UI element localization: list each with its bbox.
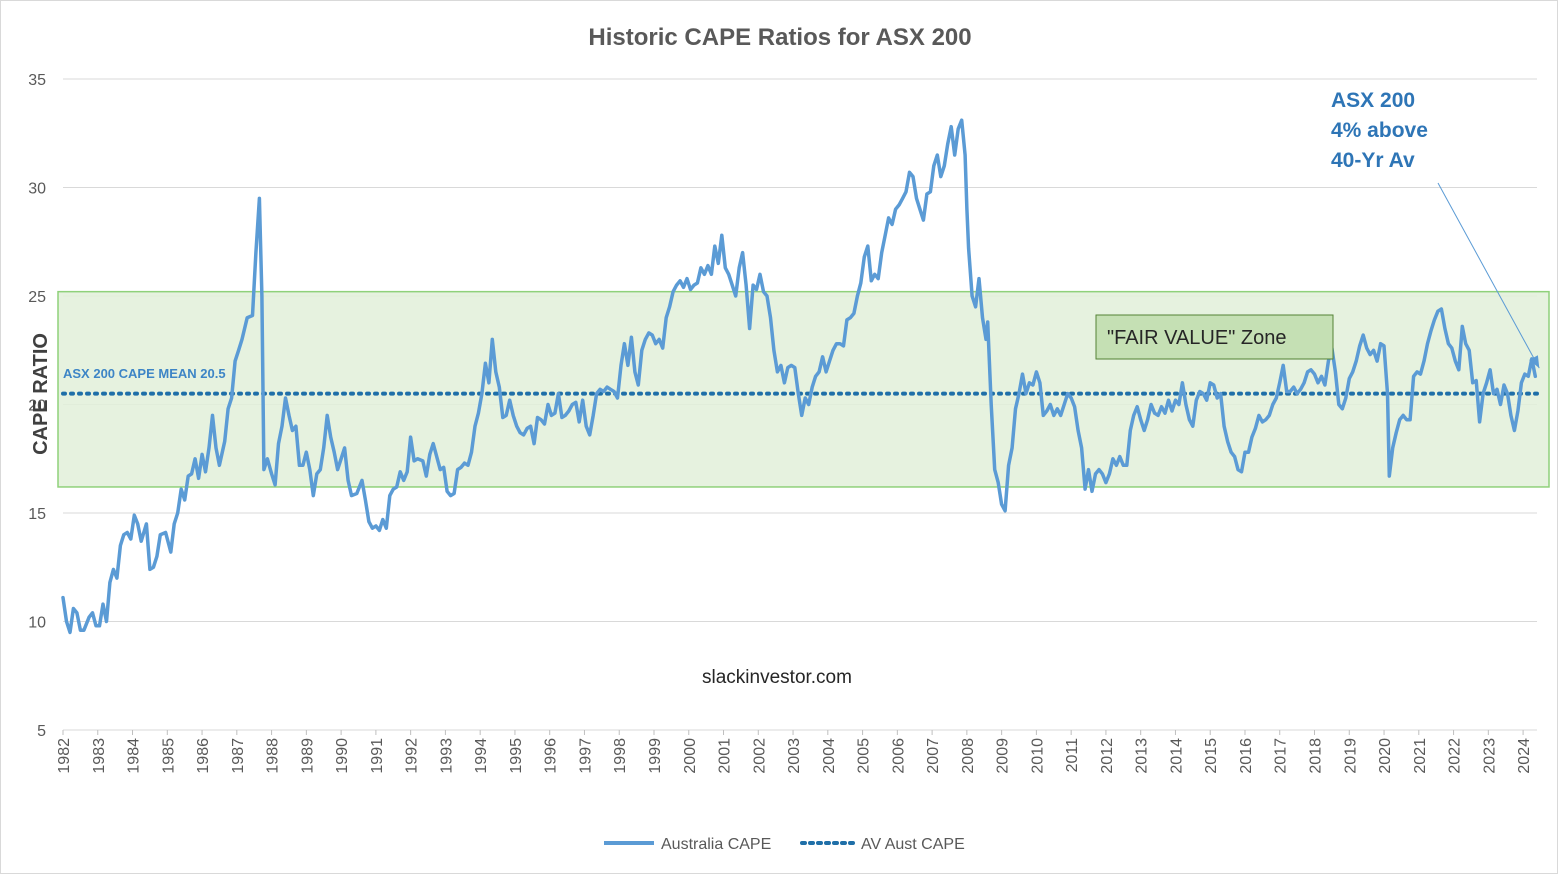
x-tick-label: 2017	[1273, 738, 1290, 774]
x-tick-label: 2024	[1516, 738, 1533, 774]
y-tick-label: 10	[28, 615, 46, 632]
legend: Australia CAPE AV Aust CAPE	[604, 836, 965, 853]
fair-value-label-box: "FAIR VALUE" Zone	[1095, 314, 1334, 360]
x-tick-label: 1994	[473, 738, 490, 774]
x-tick-label: 1987	[230, 738, 247, 774]
y-tick-label: 30	[28, 181, 46, 198]
x-tick-label: 1996	[543, 738, 560, 774]
legend-label-australia-cape: Australia CAPE	[661, 836, 771, 853]
x-tick-label: 2004	[821, 738, 838, 774]
x-tick-label: 2015	[1203, 738, 1220, 774]
x-tick-label: 2001	[717, 738, 734, 774]
legend-label-av-aust-cape: AV Aust CAPE	[861, 836, 965, 853]
x-tick-label: 2016	[1238, 738, 1255, 774]
x-tick-label: 1988	[265, 738, 282, 774]
y-tick-labels: 5 10 15 20 25 30 35	[28, 72, 46, 740]
x-tick-label: 1997	[577, 738, 594, 774]
callout-line-3: 40-Yr Av	[1331, 149, 1415, 172]
x-tick-label: 2008	[960, 738, 977, 774]
y-tick-label: 20	[28, 398, 46, 415]
callout-arrow	[1437, 182, 1540, 369]
fair-value-label: "FAIR VALUE" Zone	[1107, 327, 1286, 349]
watermark: slackinvestor.com	[702, 667, 852, 688]
series-group	[61, 118, 1538, 635]
x-tick-label: 2012	[1099, 738, 1116, 774]
x-tick-label: 2005	[856, 738, 873, 774]
x-tick-label: 1991	[369, 738, 386, 774]
mean-label: ASX 200 CAPE MEAN 20.5	[63, 366, 226, 381]
x-tick-label: 1986	[195, 738, 212, 774]
y-tick-label: 15	[28, 506, 46, 523]
callout-arrowhead	[1529, 355, 1540, 369]
x-tick-label: 1983	[91, 738, 108, 774]
x-tick-label: 1998	[612, 738, 629, 774]
callout: ASX 200 4% above 40-Yr Av	[1331, 89, 1540, 369]
x-tick-label: 2021	[1412, 738, 1429, 774]
callout-line-1: ASX 200	[1331, 89, 1415, 112]
callout-line-2: 4% above	[1331, 119, 1428, 142]
x-tick-label: 2020	[1377, 738, 1394, 774]
x-tick-label: 1995	[508, 738, 525, 774]
x-tick-label: 2000	[682, 738, 699, 774]
x-tick-label: 2002	[751, 738, 768, 774]
fair-value-box	[1095, 314, 1334, 360]
x-tick-label: 1985	[160, 738, 177, 774]
series-line-australia-cape	[61, 118, 1538, 635]
chart-title: Historic CAPE Ratios for ASX 200	[588, 24, 971, 51]
x-tick-label: 2013	[1134, 738, 1151, 774]
y-tick-label: 35	[28, 72, 46, 89]
x-tick-label: 1990	[334, 738, 351, 774]
x-tick-label: 2007	[925, 738, 942, 774]
y-axis-label: CAPE RATIO	[30, 333, 52, 455]
x-tick-label: 2011	[1064, 738, 1081, 773]
x-tick-label: 1982	[56, 738, 73, 774]
x-tick-label: 1992	[404, 738, 421, 774]
x-tick-label: 2009	[995, 738, 1012, 774]
y-tick-label: 25	[28, 289, 46, 306]
x-tick-label: 1993	[438, 738, 455, 774]
x-tick-label: 1999	[647, 738, 664, 774]
x-tick-label: 2023	[1481, 738, 1498, 774]
x-tick-label: 2010	[1029, 738, 1046, 774]
x-tick-label: 2018	[1308, 738, 1325, 774]
x-tick-label: 2014	[1168, 738, 1185, 774]
x-tick-labels: 1982 1983 1984 1985 1986 1987 1988 1989 1990 1991…	[56, 730, 1533, 774]
y-tick-label: 5	[37, 723, 46, 740]
x-tick-label: 2019	[1342, 738, 1359, 774]
x-tick-label: 2006	[890, 738, 907, 774]
x-tick-label: 1984	[126, 738, 143, 774]
x-tick-label: 1989	[299, 738, 316, 774]
x-tick-label: 2003	[786, 738, 803, 774]
x-tick-label: 2022	[1447, 738, 1464, 774]
